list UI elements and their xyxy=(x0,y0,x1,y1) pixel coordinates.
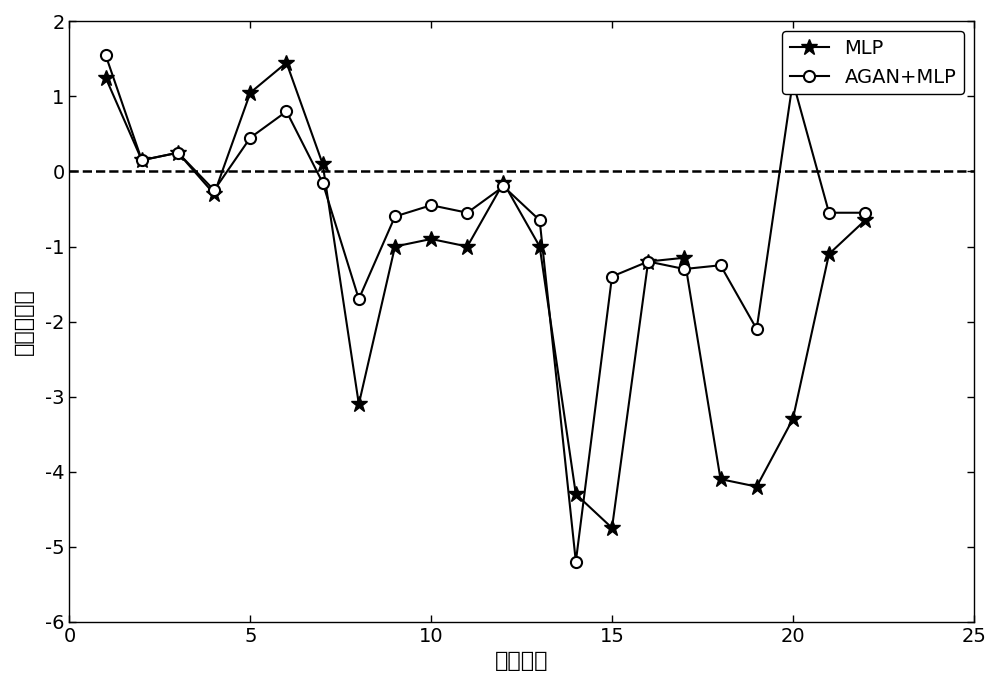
AGAN+MLP xyxy=(497,182,509,190)
MLP xyxy=(715,475,727,483)
MLP xyxy=(534,242,546,251)
AGAN+MLP xyxy=(715,261,727,269)
MLP xyxy=(280,58,292,66)
AGAN+MLP xyxy=(136,156,148,164)
AGAN+MLP xyxy=(751,325,763,333)
MLP xyxy=(244,88,256,97)
MLP xyxy=(425,235,437,243)
AGAN+MLP xyxy=(570,558,582,566)
AGAN+MLP xyxy=(534,216,546,225)
Line: MLP: MLP xyxy=(97,54,874,536)
MLP xyxy=(172,149,184,157)
AGAN+MLP xyxy=(208,186,220,195)
MLP xyxy=(642,258,654,266)
AGAN+MLP xyxy=(606,273,618,281)
AGAN+MLP xyxy=(642,258,654,266)
AGAN+MLP xyxy=(859,209,871,217)
AGAN+MLP xyxy=(787,77,799,86)
AGAN+MLP xyxy=(280,108,292,116)
AGAN+MLP xyxy=(172,149,184,157)
AGAN+MLP xyxy=(353,295,365,303)
MLP xyxy=(136,156,148,164)
MLP xyxy=(353,400,365,408)
MLP xyxy=(497,179,509,187)
MLP xyxy=(606,524,618,532)
MLP xyxy=(751,482,763,490)
MLP xyxy=(859,216,871,225)
MLP xyxy=(389,242,401,251)
MLP xyxy=(678,253,690,262)
AGAN+MLP xyxy=(100,51,112,60)
MLP xyxy=(100,73,112,82)
MLP xyxy=(787,415,799,423)
Y-axis label: 预测误差値: 预测误差値 xyxy=(14,288,34,355)
AGAN+MLP xyxy=(461,209,473,217)
MLP xyxy=(208,190,220,198)
AGAN+MLP xyxy=(425,201,437,210)
Legend: MLP, AGAN+MLP: MLP, AGAN+MLP xyxy=(782,31,964,95)
MLP xyxy=(570,490,582,498)
MLP xyxy=(823,250,835,258)
AGAN+MLP xyxy=(678,265,690,273)
AGAN+MLP xyxy=(244,134,256,142)
AGAN+MLP xyxy=(317,179,329,187)
X-axis label: 样本序号: 样本序号 xyxy=(495,651,548,671)
MLP xyxy=(461,242,473,251)
MLP xyxy=(317,160,329,168)
AGAN+MLP xyxy=(389,212,401,221)
AGAN+MLP xyxy=(823,209,835,217)
Line: AGAN+MLP: AGAN+MLP xyxy=(100,49,871,567)
